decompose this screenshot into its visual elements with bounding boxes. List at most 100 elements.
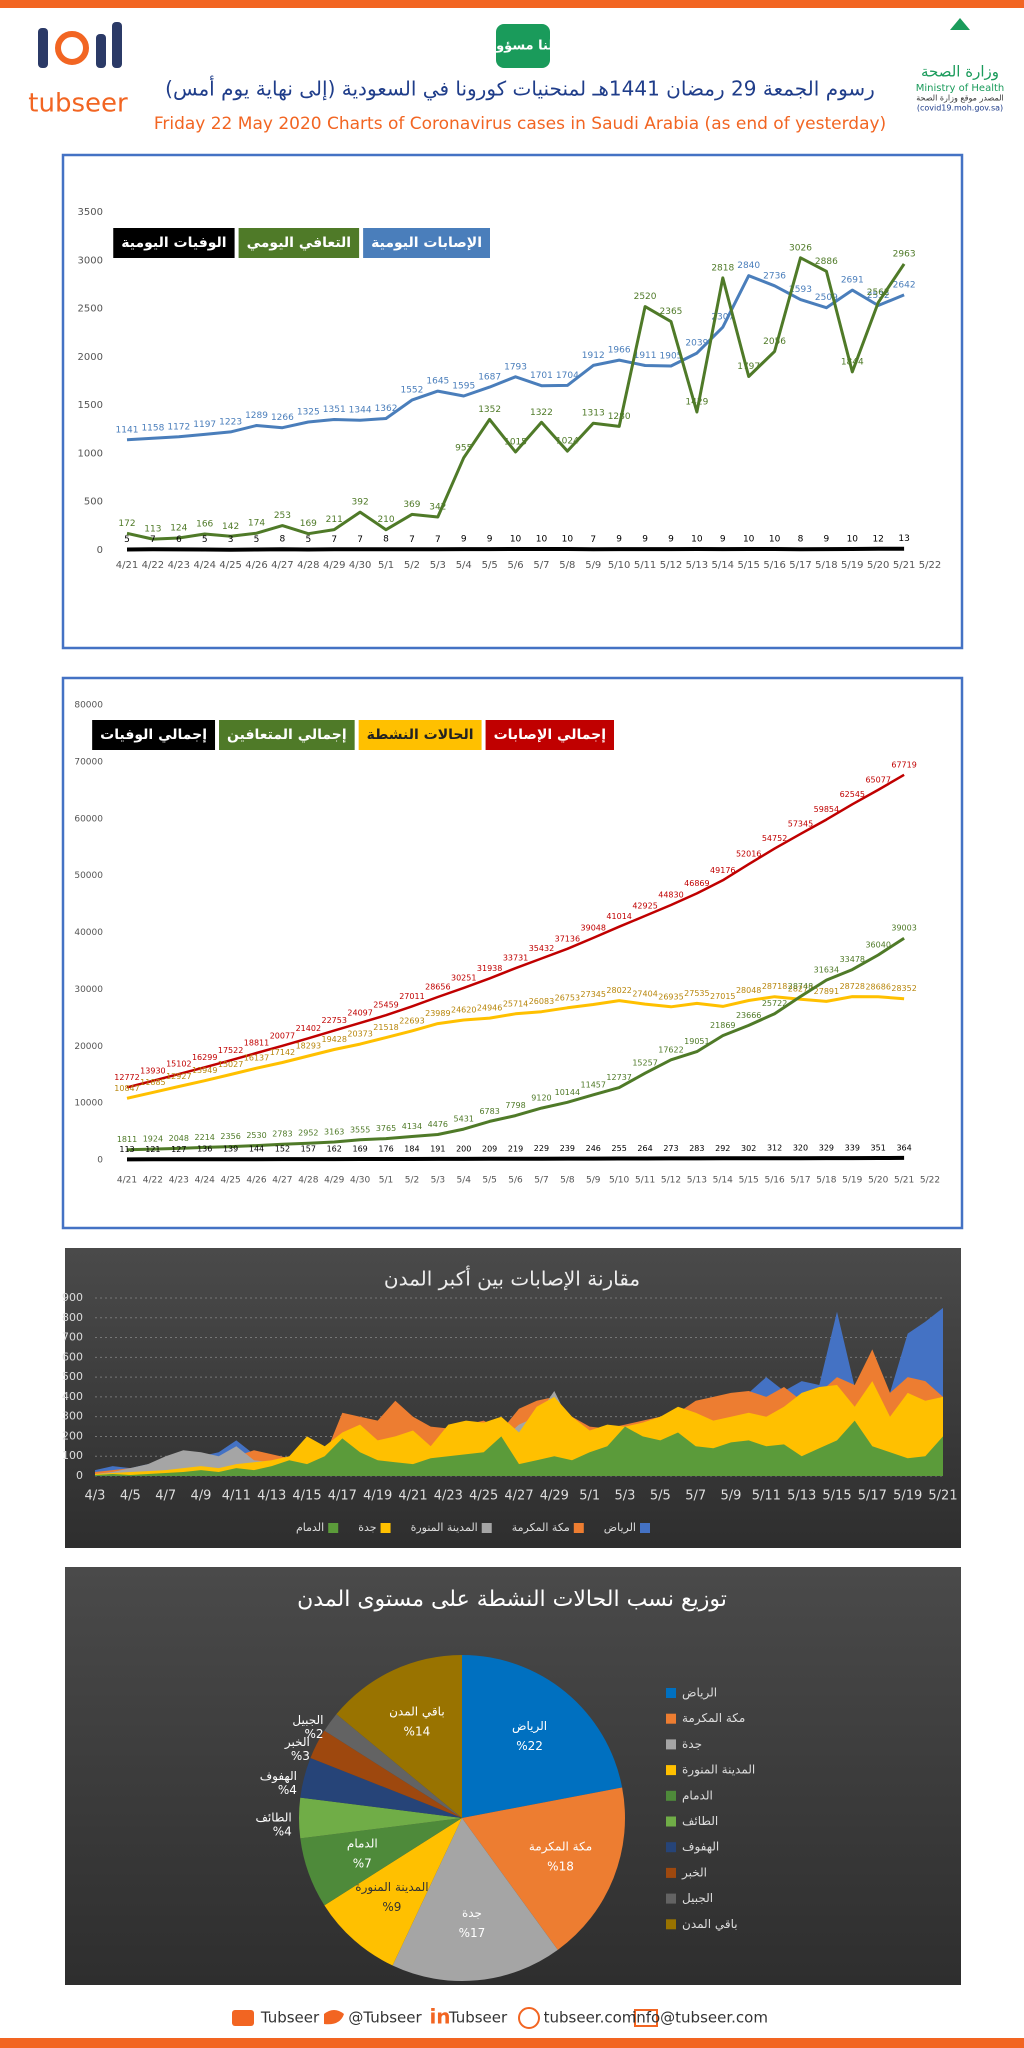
data-label: 1912 [582, 351, 605, 361]
data-label: 127 [171, 1145, 186, 1154]
data-label: 9 [824, 535, 830, 545]
data-label: 157 [301, 1145, 316, 1154]
data-label: 1905 [660, 352, 683, 362]
data-label: 28656 [425, 983, 450, 992]
data-label: 219 [508, 1144, 523, 1153]
data-label: 1289 [245, 411, 268, 421]
y-tick-label: 10000 [74, 1099, 103, 1109]
data-label: 4134 [402, 1122, 422, 1131]
x-tick-label: 5/16 [764, 1176, 784, 1186]
data-label: 1172 [167, 422, 190, 432]
x-tick-label: 5/18 [815, 560, 837, 571]
data-label: 283 [689, 1144, 704, 1153]
x-tick-label: 4/26 [245, 560, 267, 571]
x-tick-label: 4/25 [221, 1176, 241, 1186]
data-label: 2963 [893, 249, 916, 259]
data-label: 2642 [893, 280, 916, 290]
pie-slice [462, 1787, 625, 1950]
data-label: 339 [845, 1144, 860, 1153]
legend-label: الوفيات اليومية [121, 235, 226, 251]
data-label: 11885 [140, 1078, 165, 1087]
data-label: 23989 [425, 1009, 450, 1018]
x-tick-label: 5/5 [482, 1176, 496, 1186]
data-label: 27404 [632, 990, 657, 999]
data-label: 2214 [195, 1133, 215, 1142]
data-label: 1015 [504, 437, 527, 447]
tubseer-logo: tubseer [28, 22, 128, 119]
data-label: 273 [663, 1144, 678, 1153]
data-label: 2691 [841, 276, 864, 286]
y-tick-label: 0 [97, 545, 103, 556]
legend-swatch [666, 1765, 676, 1776]
data-label: 1552 [400, 386, 423, 396]
line-chart: 0 500 1000 1500 2000 2500 3000 3500 4/21 4/22 4/23… [78, 207, 942, 571]
y-tick-label: 0 [76, 1469, 83, 1482]
legend-swatch [380, 1523, 391, 1533]
x-tick-label: 4/5 [120, 1489, 141, 1504]
data-label: 57345 [788, 819, 813, 828]
data-label: 955 [455, 443, 472, 453]
data-label: 2886 [815, 257, 838, 267]
data-label: 1429 [685, 397, 708, 407]
x-tick-label: 5/18 [816, 1176, 836, 1186]
data-label: 11457 [581, 1080, 606, 1089]
moh-logo: وزارة الصحة Ministry of Health المصدر مو… [916, 18, 1004, 113]
data-label: 1325 [297, 408, 320, 418]
x-tick-label: 5/7 [685, 1489, 706, 1504]
x-tick-label: 5/21 [893, 560, 915, 571]
slice-name: جدة [462, 1906, 482, 1920]
data-label: 52016 [736, 850, 761, 859]
data-label: 342 [429, 502, 446, 512]
data-label: 16299 [192, 1053, 217, 1062]
data-label: 1024 [556, 437, 579, 447]
top-band [0, 0, 1024, 8]
data-label: 59854 [814, 805, 839, 814]
x-tick-label: 5/6 [508, 1176, 523, 1186]
data-label: 176 [378, 1144, 393, 1153]
data-label: 246 [586, 1144, 601, 1153]
legend-swatch [666, 1842, 676, 1853]
data-label: 30251 [451, 973, 476, 982]
data-label: 26083 [529, 997, 554, 1006]
legend-item: إجمالي الوفيات [92, 720, 216, 750]
area-chart: مقارنة الإصابات بين أكبر المدن 0 100 200 300… [62, 1266, 958, 1535]
data-label: 2530 [246, 1131, 266, 1140]
legend-swatch [666, 1688, 676, 1698]
x-tick-label: 4/27 [272, 1176, 292, 1186]
data-label: 200 [456, 1144, 471, 1153]
data-label: 351 [871, 1144, 886, 1153]
y-tick-label: 30000 [74, 985, 103, 995]
pie-chart: توزيع نسب الحالات النشطة على مستوى المدن… [255, 1587, 755, 1981]
footer-item: Tubseer [260, 2009, 320, 2027]
x-tick-label: 4/27 [271, 560, 293, 571]
slice-name: باقي المدن [389, 1705, 445, 1719]
data-label: 152 [275, 1145, 290, 1154]
y-tick-label: 2000 [78, 352, 103, 363]
data-label: 255 [612, 1144, 627, 1153]
x-tick-label: 5/22 [920, 1176, 940, 1186]
data-label: 5 [254, 535, 260, 545]
slice-value: %4 [278, 1783, 297, 1797]
x-tick-label: 5/14 [712, 560, 734, 571]
data-label: 10 [510, 535, 522, 545]
data-label: 27011 [399, 992, 424, 1001]
data-label: 46869 [684, 879, 709, 888]
pie-slice [462, 1655, 623, 1818]
data-label: 12772 [114, 1073, 139, 1082]
data-label: 2840 [737, 261, 760, 271]
legend-label: إجمالي الإصابات [494, 727, 606, 743]
legend-label: المدينة المنورة [682, 1763, 755, 1778]
pie-slice [324, 1714, 462, 1818]
legend-label: الدمام [296, 1521, 324, 1534]
data-label: 21518 [373, 1023, 398, 1032]
data-label: 2593 [789, 285, 812, 295]
slice-value: %2 [304, 1727, 323, 1741]
data-label: 9 [668, 535, 674, 545]
data-label: 27345 [581, 990, 606, 999]
pie-slice [336, 1655, 462, 1818]
x-tick-label: 5/14 [713, 1176, 733, 1186]
data-label: 320 [793, 1144, 808, 1153]
x-tick-label: 4/9 [191, 1489, 212, 1504]
x-tick-label: 4/23 [169, 1176, 189, 1186]
